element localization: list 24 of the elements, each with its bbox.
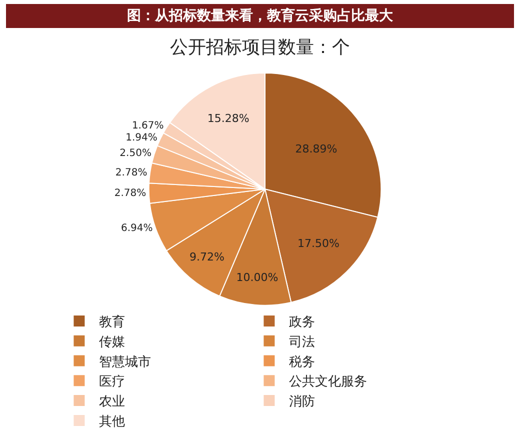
chart-subtitle: 公开招标项目数量：个 xyxy=(170,37,350,58)
data-label: 2.78% xyxy=(115,167,148,178)
legend-label: 公共文化服务 xyxy=(289,374,368,390)
data-label: 17.50% xyxy=(297,237,340,250)
data-label: 1.67% xyxy=(132,120,164,132)
legend-label: 税务 xyxy=(289,354,316,370)
data-label: 6.94% xyxy=(120,223,153,234)
data-label: 9.72% xyxy=(190,250,224,264)
data-label: 1.94% xyxy=(126,132,158,144)
legend-label: 医疗 xyxy=(99,374,126,390)
legend-label: 其他 xyxy=(99,414,126,430)
data-label: 2.78% xyxy=(114,188,146,199)
legend-label: 司法 xyxy=(289,334,316,350)
data-label: 15.28% xyxy=(207,112,250,126)
legend-label: 消防 xyxy=(289,394,316,410)
data-label: 28.89% xyxy=(295,142,338,156)
legend-label: 智慧城市 xyxy=(99,354,152,370)
legend-label: 教育 xyxy=(99,314,126,330)
legend-label: 政务 xyxy=(289,315,316,330)
data-label: 10.00% xyxy=(236,271,278,284)
data-label: 2.50% xyxy=(120,148,152,160)
legend-label: 传媒 xyxy=(99,334,126,350)
chart-title: 图：从招标数量来看，教育云采购占比最大 xyxy=(6,4,514,28)
legend-label: 农业 xyxy=(99,394,126,410)
